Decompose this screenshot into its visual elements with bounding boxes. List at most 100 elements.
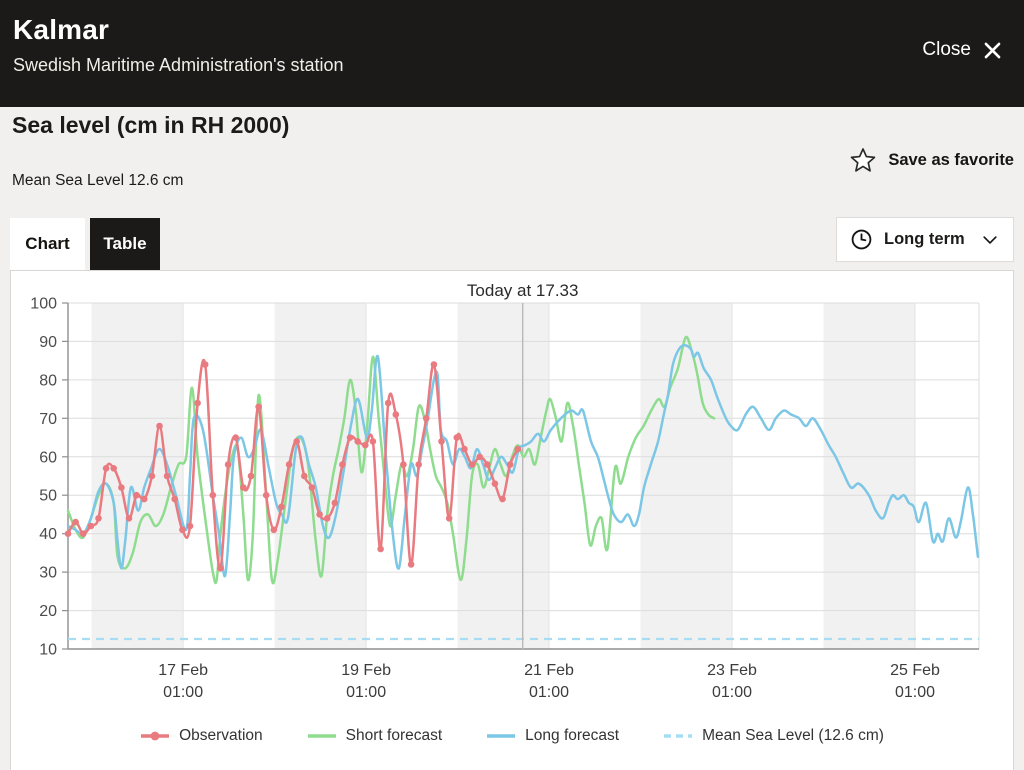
legend-label: Observation (179, 727, 263, 745)
legend-item-long-forecast[interactable]: Long forecast (486, 727, 619, 745)
observation-point (240, 484, 247, 491)
observation-point (324, 515, 331, 522)
legend-marker (140, 730, 170, 742)
x-tick-time: 01:00 (529, 684, 569, 701)
observation-point (65, 530, 72, 537)
observation-point (179, 527, 186, 534)
range-dropdown-value: Long term (884, 230, 965, 249)
tab-chart[interactable]: Chart (10, 218, 85, 270)
sea-level-chart[interactable]: 10203040506070809010017 Feb01:0019 Feb01… (11, 271, 1013, 711)
observation-point (72, 519, 79, 526)
x-tick-label: 23 Feb (707, 662, 757, 679)
clock-icon (850, 228, 873, 251)
observation-point (156, 423, 163, 430)
close-button[interactable]: Close (916, 38, 1009, 62)
save-favorite-button[interactable]: Save as favorite (843, 146, 1020, 175)
tab-table[interactable]: Table (90, 218, 160, 270)
y-tick-label: 90 (39, 334, 57, 351)
observation-point (415, 461, 422, 468)
page-title: Sea level (cm in RH 2000) (12, 112, 289, 139)
observation-point (210, 492, 217, 499)
observation-point (118, 484, 125, 491)
observation-point (454, 434, 461, 441)
observation-point (309, 484, 316, 491)
save-favorite-label: Save as favorite (888, 151, 1014, 170)
close-icon (982, 40, 1003, 61)
observation-point (301, 473, 308, 480)
x-tick-time: 01:00 (346, 684, 386, 701)
chart-legend: Observation Short forecast Long forecast Me… (11, 727, 1013, 745)
observation-point (393, 411, 400, 418)
observation-point (232, 434, 239, 441)
y-tick-label: 70 (39, 411, 57, 428)
observation-point (362, 442, 369, 449)
observation-point (255, 404, 262, 411)
observation-point (484, 461, 491, 468)
legend-marker (307, 730, 337, 742)
chart-panel: 10203040506070809010017 Feb01:0019 Feb01… (10, 270, 1014, 770)
observation-point (95, 515, 102, 522)
day-band (824, 303, 916, 649)
legend-label: Mean Sea Level (12.6 cm) (702, 727, 884, 745)
observation-point (469, 461, 476, 468)
observation-point (80, 530, 87, 537)
observation-point (431, 361, 438, 368)
y-tick-label: 30 (39, 565, 57, 582)
observation-point (316, 511, 323, 518)
x-tick-label: 19 Feb (341, 662, 391, 679)
observation-point (438, 438, 445, 445)
observation-point (149, 473, 156, 480)
chevron-down-icon (980, 230, 1000, 250)
observation-point (202, 361, 209, 368)
x-tick-label: 21 Feb (524, 662, 574, 679)
observation-point (263, 492, 270, 499)
observation-point (187, 523, 194, 530)
observation-point (507, 461, 514, 468)
observation-point (141, 496, 148, 503)
observation-point (286, 461, 293, 468)
close-label: Close (922, 39, 971, 61)
observation-point (171, 496, 178, 503)
observation-point (293, 438, 300, 445)
observation-point (217, 565, 224, 572)
legend-marker (486, 730, 516, 742)
observation-point (332, 500, 339, 507)
observation-point (347, 434, 354, 441)
observation-point (339, 461, 346, 468)
legend-item-mean-sea-level-12-6-cm-[interactable]: Mean Sea Level (12.6 cm) (663, 727, 884, 745)
observation-point (225, 461, 232, 468)
y-tick-label: 10 (39, 642, 57, 659)
observation-point (278, 504, 285, 511)
chart-title: Today at 17.33 (467, 281, 579, 300)
range-dropdown[interactable]: Long term (836, 217, 1014, 262)
y-tick-label: 40 (39, 526, 57, 543)
y-tick-label: 100 (30, 296, 57, 313)
x-tick-time: 01:00 (163, 684, 203, 701)
observation-point (271, 527, 278, 534)
observation-point (133, 492, 140, 499)
station-header: Kalmar Swedish Maritime Administration's… (0, 0, 1024, 107)
observation-point (370, 438, 377, 445)
observation-point (194, 400, 201, 407)
observation-point (446, 515, 453, 522)
legend-item-short-forecast[interactable]: Short forecast (307, 727, 443, 745)
observation-point (515, 446, 522, 453)
observation-point (110, 465, 117, 472)
observation-point (248, 473, 255, 480)
station-subtitle: Swedish Maritime Administration's statio… (13, 55, 1010, 76)
observation-point (476, 454, 483, 461)
y-tick-label: 60 (39, 449, 57, 466)
observation-point (499, 496, 506, 503)
observation-point (408, 561, 415, 568)
x-tick-label: 25 Feb (890, 662, 940, 679)
legend-item-observation[interactable]: Observation (140, 727, 263, 745)
observation-point (461, 446, 468, 453)
x-tick-time: 01:00 (895, 684, 935, 701)
observation-point (400, 461, 407, 468)
y-tick-label: 20 (39, 603, 57, 620)
legend-marker (663, 730, 693, 742)
mean-sea-level-text: Mean Sea Level 12.6 cm (12, 172, 183, 190)
station-title: Kalmar (13, 14, 1010, 46)
legend-label: Short forecast (346, 727, 443, 745)
observation-point (354, 438, 361, 445)
